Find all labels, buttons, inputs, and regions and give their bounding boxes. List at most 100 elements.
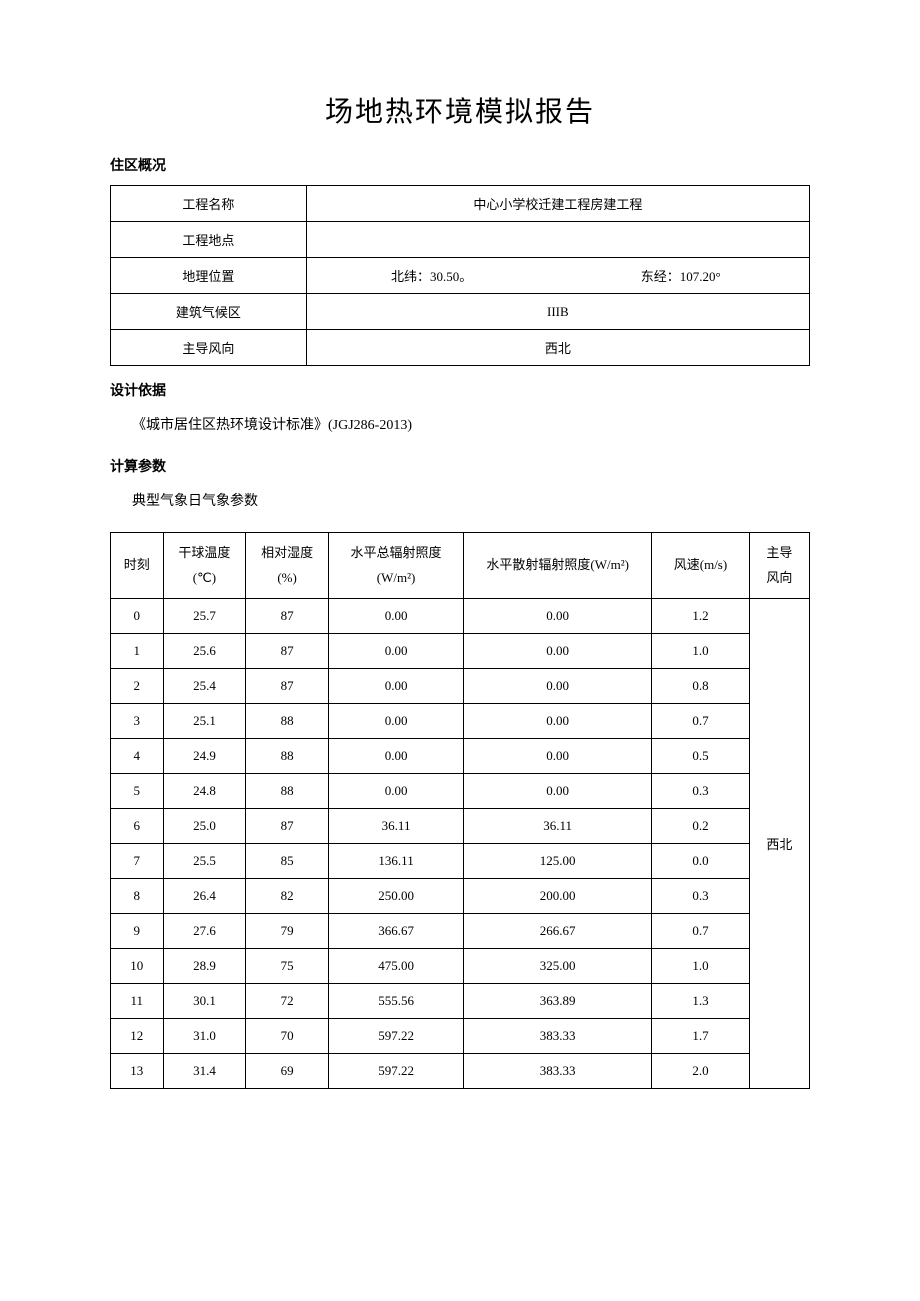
overview-value: 西北 xyxy=(306,330,809,366)
cell-ws: 1.3 xyxy=(652,984,750,1019)
table-row: 927.679366.67266.670.7 xyxy=(111,914,810,949)
cell-rh: 87 xyxy=(246,599,329,634)
cell-temp: 26.4 xyxy=(163,879,246,914)
cell-tot: 597.22 xyxy=(328,1054,463,1089)
cell-t: 1 xyxy=(111,634,164,669)
cell-diff: 325.00 xyxy=(464,949,652,984)
cell-t: 2 xyxy=(111,669,164,704)
cell-ws: 1.0 xyxy=(652,634,750,669)
overview-table: 工程名称中心小学校迁建工程房建工程工程地点地理位置北纬：30.50。东经：107… xyxy=(110,185,810,366)
col-rh-header: 相对湿度(%) xyxy=(246,533,329,599)
overview-label: 工程名称 xyxy=(111,186,307,222)
table-row: 325.1880.000.000.7 xyxy=(111,704,810,739)
cell-diff: 36.11 xyxy=(464,809,652,844)
cell-diff: 0.00 xyxy=(464,774,652,809)
cell-rh: 88 xyxy=(246,704,329,739)
basis-text: 《城市居住区热环境设计标准》(JGJ286-2013) xyxy=(110,414,810,434)
cell-temp: 25.5 xyxy=(163,844,246,879)
overview-value: 中心小学校迁建工程房建工程 xyxy=(306,186,809,222)
cell-temp: 28.9 xyxy=(163,949,246,984)
cell-temp: 24.9 xyxy=(163,739,246,774)
cell-temp: 30.1 xyxy=(163,984,246,1019)
cell-rh: 85 xyxy=(246,844,329,879)
cell-tot: 0.00 xyxy=(328,739,463,774)
overview-row: 主导风向西北 xyxy=(111,330,810,366)
cell-diff: 0.00 xyxy=(464,739,652,774)
cell-tot: 0.00 xyxy=(328,774,463,809)
overview-value: IIIB xyxy=(306,294,809,330)
cell-t: 8 xyxy=(111,879,164,914)
table-row: 225.4870.000.000.8 xyxy=(111,669,810,704)
cell-diff: 383.33 xyxy=(464,1054,652,1089)
col-temp-header: 干球温度(℃) xyxy=(163,533,246,599)
col-wind-header: 风速(m/s) xyxy=(652,533,750,599)
cell-tot: 555.56 xyxy=(328,984,463,1019)
col-time-header: 时刻 xyxy=(111,533,164,599)
cell-diff: 383.33 xyxy=(464,1019,652,1054)
table-row: 1331.469597.22383.332.0 xyxy=(111,1054,810,1089)
overview-label: 建筑气候区 xyxy=(111,294,307,330)
meteo-caption: 典型气象日气象参数 xyxy=(110,490,810,510)
cell-t: 10 xyxy=(111,949,164,984)
basis-header: 设计依据 xyxy=(110,380,810,400)
overview-row: 地理位置北纬：30.50。东经：107.20° xyxy=(111,258,810,294)
report-title: 场地热环境模拟报告 xyxy=(110,90,810,130)
cell-temp: 27.6 xyxy=(163,914,246,949)
cell-t: 5 xyxy=(111,774,164,809)
cell-t: 11 xyxy=(111,984,164,1019)
table-header-row: 时刻 干球温度(℃) 相对湿度(%) 水平总辐射照度(W/m²) 水平散射辐射照… xyxy=(111,533,810,599)
overview-row: 工程地点 xyxy=(111,222,810,258)
lon-text: 东经：107.20° xyxy=(641,266,721,285)
cell-diff: 200.00 xyxy=(464,879,652,914)
cell-tot: 475.00 xyxy=(328,949,463,984)
overview-label: 主导风向 xyxy=(111,330,307,366)
cell-t: 13 xyxy=(111,1054,164,1089)
cell-rh: 72 xyxy=(246,984,329,1019)
cell-tot: 0.00 xyxy=(328,599,463,634)
col-totrad-header: 水平总辐射照度(W/m²) xyxy=(328,533,463,599)
cell-t: 3 xyxy=(111,704,164,739)
col-diffrad-header: 水平散射辐射照度(W/m²) xyxy=(464,533,652,599)
cell-ws: 0.0 xyxy=(652,844,750,879)
cell-tot: 366.67 xyxy=(328,914,463,949)
overview-label: 工程地点 xyxy=(111,222,307,258)
cell-ws: 0.3 xyxy=(652,774,750,809)
params-header: 计算参数 xyxy=(110,456,810,476)
overview-label: 地理位置 xyxy=(111,258,307,294)
cell-t: 12 xyxy=(111,1019,164,1054)
cell-temp: 25.7 xyxy=(163,599,246,634)
cell-ws: 0.7 xyxy=(652,914,750,949)
cell-tot: 136.11 xyxy=(328,844,463,879)
table-row: 725.585136.11125.000.0 xyxy=(111,844,810,879)
cell-temp: 25.1 xyxy=(163,704,246,739)
cell-ws: 2.0 xyxy=(652,1054,750,1089)
table-row: 625.08736.1136.110.2 xyxy=(111,809,810,844)
table-row: 1130.172555.56363.891.3 xyxy=(111,984,810,1019)
table-row: 1028.975475.00325.001.0 xyxy=(111,949,810,984)
overview-row: 工程名称中心小学校迁建工程房建工程 xyxy=(111,186,810,222)
table-row: 025.7870.000.001.2西北 xyxy=(111,599,810,634)
cell-diff: 363.89 xyxy=(464,984,652,1019)
overview-row: 建筑气候区IIIB xyxy=(111,294,810,330)
cell-ws: 0.5 xyxy=(652,739,750,774)
cell-ws: 0.7 xyxy=(652,704,750,739)
cell-tot: 0.00 xyxy=(328,669,463,704)
meteo-table: 时刻 干球温度(℃) 相对湿度(%) 水平总辐射照度(W/m²) 水平散射辐射照… xyxy=(110,532,810,1089)
cell-rh: 87 xyxy=(246,669,329,704)
cell-rh: 69 xyxy=(246,1054,329,1089)
cell-rh: 88 xyxy=(246,774,329,809)
cell-temp: 31.0 xyxy=(163,1019,246,1054)
cell-diff: 0.00 xyxy=(464,599,652,634)
cell-t: 7 xyxy=(111,844,164,879)
cell-rh: 82 xyxy=(246,879,329,914)
overview-value xyxy=(306,222,809,258)
cell-ws: 1.7 xyxy=(652,1019,750,1054)
cell-ws: 0.3 xyxy=(652,879,750,914)
cell-tot: 0.00 xyxy=(328,634,463,669)
table-row: 125.6870.000.001.0 xyxy=(111,634,810,669)
cell-rh: 87 xyxy=(246,634,329,669)
cell-t: 6 xyxy=(111,809,164,844)
cell-tot: 36.11 xyxy=(328,809,463,844)
cell-diff: 0.00 xyxy=(464,669,652,704)
cell-ws: 1.2 xyxy=(652,599,750,634)
